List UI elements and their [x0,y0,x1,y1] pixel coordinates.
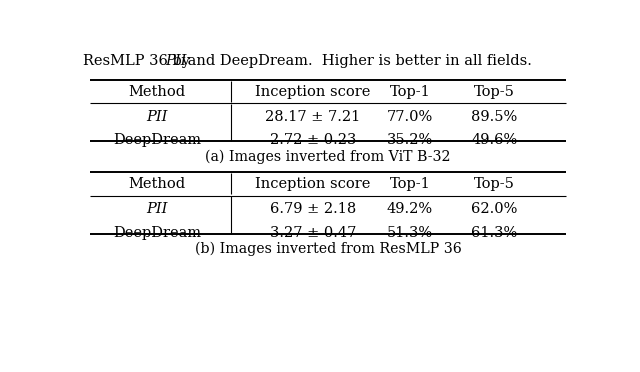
Text: PII: PII [146,202,168,216]
Text: Inception score: Inception score [255,177,371,191]
Text: 2.72 ± 0.23: 2.72 ± 0.23 [270,134,356,147]
Text: Top-1: Top-1 [390,177,430,191]
Text: 61.3%: 61.3% [471,226,517,240]
Text: 3.27 ± 0.47: 3.27 ± 0.47 [270,226,356,240]
Text: Method: Method [128,85,186,99]
Text: DeepDream: DeepDream [113,134,201,147]
Text: Inception score: Inception score [255,85,371,99]
Text: (a) Images inverted from ViT B-32: (a) Images inverted from ViT B-32 [205,149,451,164]
Text: Top-5: Top-5 [474,177,515,191]
Text: 51.3%: 51.3% [387,226,433,240]
Text: PII: PII [165,54,187,68]
Text: 77.0%: 77.0% [387,110,433,124]
Text: 62.0%: 62.0% [471,202,517,216]
Text: DeepDream: DeepDream [113,226,201,240]
Text: 6.79 ± 2.18: 6.79 ± 2.18 [270,202,356,216]
Text: and DeepDream.  Higher is better in all fields.: and DeepDream. Higher is better in all f… [182,54,532,68]
Text: Top-1: Top-1 [390,85,430,99]
Text: 89.5%: 89.5% [471,110,517,124]
Text: Method: Method [128,177,186,191]
Text: PII: PII [146,110,168,124]
Text: Top-5: Top-5 [474,85,515,99]
Text: 28.17 ± 7.21: 28.17 ± 7.21 [266,110,361,124]
Text: 49.2%: 49.2% [387,202,433,216]
Text: ResMLP 36 by: ResMLP 36 by [83,54,195,68]
Text: 35.2%: 35.2% [387,134,433,147]
Text: 49.6%: 49.6% [471,134,517,147]
Text: (b) Images inverted from ResMLP 36: (b) Images inverted from ResMLP 36 [195,241,461,256]
